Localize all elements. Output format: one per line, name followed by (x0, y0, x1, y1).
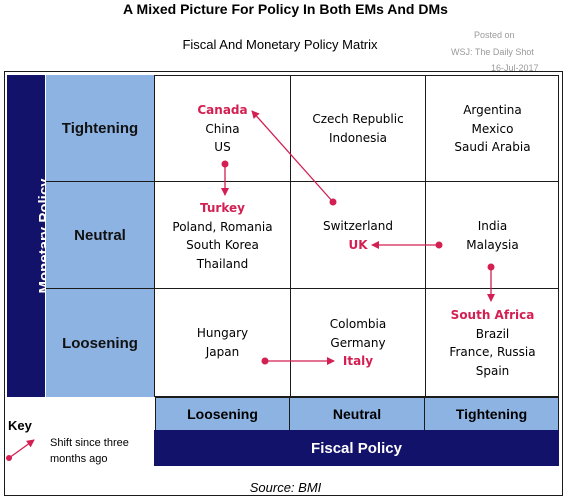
arrow-switzerland-to-canada (251, 110, 337, 206)
highlight-country: UK (348, 237, 368, 252)
fiscal-policy-axis-label: Fiscal Policy (154, 430, 559, 466)
country: US (214, 140, 231, 154)
arrow-malaysia-to-south-africa (487, 263, 495, 302)
country: Argentina (463, 103, 522, 117)
country: Indonesia (328, 130, 388, 145)
country: France, Russia (449, 345, 536, 359)
watermark-posted-on: Posted on (474, 30, 515, 40)
chart-title: A Mixed Picture For Policy In Both EMs A… (123, 1, 448, 17)
grid-divider (46, 181, 559, 182)
cell-loosening-neutral: Colombia Germany Italy (291, 315, 425, 371)
col-label-tightening: Tightening (425, 397, 559, 430)
col-label-neutral: Neutral (290, 397, 425, 430)
arrow-india-to-uk (371, 241, 443, 249)
arrow-us-to-turkey (221, 160, 229, 196)
chart-subtitle: Fiscal And Monetary Policy Matrix (182, 37, 378, 52)
row-label-tightening: Tightening (46, 75, 155, 182)
grid-divider (290, 75, 291, 397)
cell-neutral-loosening: Turkey Poland, Romania South Korea Thail… (155, 199, 290, 273)
cell-tightening-tightening: Argentina Mexico Saudi Arabia (426, 101, 559, 157)
country: Colombia (329, 317, 387, 331)
cell-tightening-neutral: Czech Republic Indonesia (291, 110, 425, 147)
monetary-policy-axis-bar (7, 75, 45, 397)
cell-loosening-tightening: South Africa Brazil France, Russia Spain (426, 306, 559, 380)
cell-loosening-loosening: Hungary Japan (155, 324, 290, 361)
highlight-country: South Africa (450, 308, 535, 322)
arrow-japan-to-italy (261, 357, 335, 365)
country: Mexico (471, 121, 514, 136)
key-description: Shift since three months ago (50, 437, 129, 465)
highlight-country: Italy (342, 354, 374, 368)
country: Thailand (196, 256, 249, 271)
country: Japan (205, 344, 240, 359)
key-arrow-sample (6, 439, 35, 461)
grid-divider (425, 75, 426, 397)
key-title: Key (8, 418, 32, 433)
country: Switzerland (323, 219, 393, 233)
row-label-neutral: Neutral (46, 182, 155, 289)
country: Saudi Arabia (454, 140, 531, 154)
cell-neutral-tightening: India Malaysia (426, 217, 559, 254)
cell-tightening-loosening: Canada China US (155, 101, 290, 157)
matrix-frame (4, 71, 563, 496)
policy-matrix-grid (154, 75, 559, 397)
col-label-loosening: Loosening (155, 397, 290, 430)
source-note: Source: BMI (249, 480, 322, 495)
country: China (205, 121, 240, 136)
country: Malaysia (466, 237, 519, 252)
country: Hungary (196, 326, 249, 340)
country: Czech Republic (312, 112, 404, 126)
grid-divider (46, 288, 559, 289)
country: Poland, Romania (172, 219, 273, 234)
country: South Korea (186, 238, 259, 252)
watermark-source: WSJ: The Daily Shot (451, 47, 534, 57)
highlight-country: Turkey (200, 201, 245, 215)
cell-neutral-neutral: Switzerland UK (291, 217, 425, 254)
country: Brazil (475, 326, 510, 341)
country: Spain (475, 363, 510, 378)
highlight-country: Canada (197, 103, 248, 117)
country: Germany (330, 335, 386, 350)
country: India (477, 219, 508, 233)
watermark-date: 16-Jul-2017 (491, 63, 539, 73)
